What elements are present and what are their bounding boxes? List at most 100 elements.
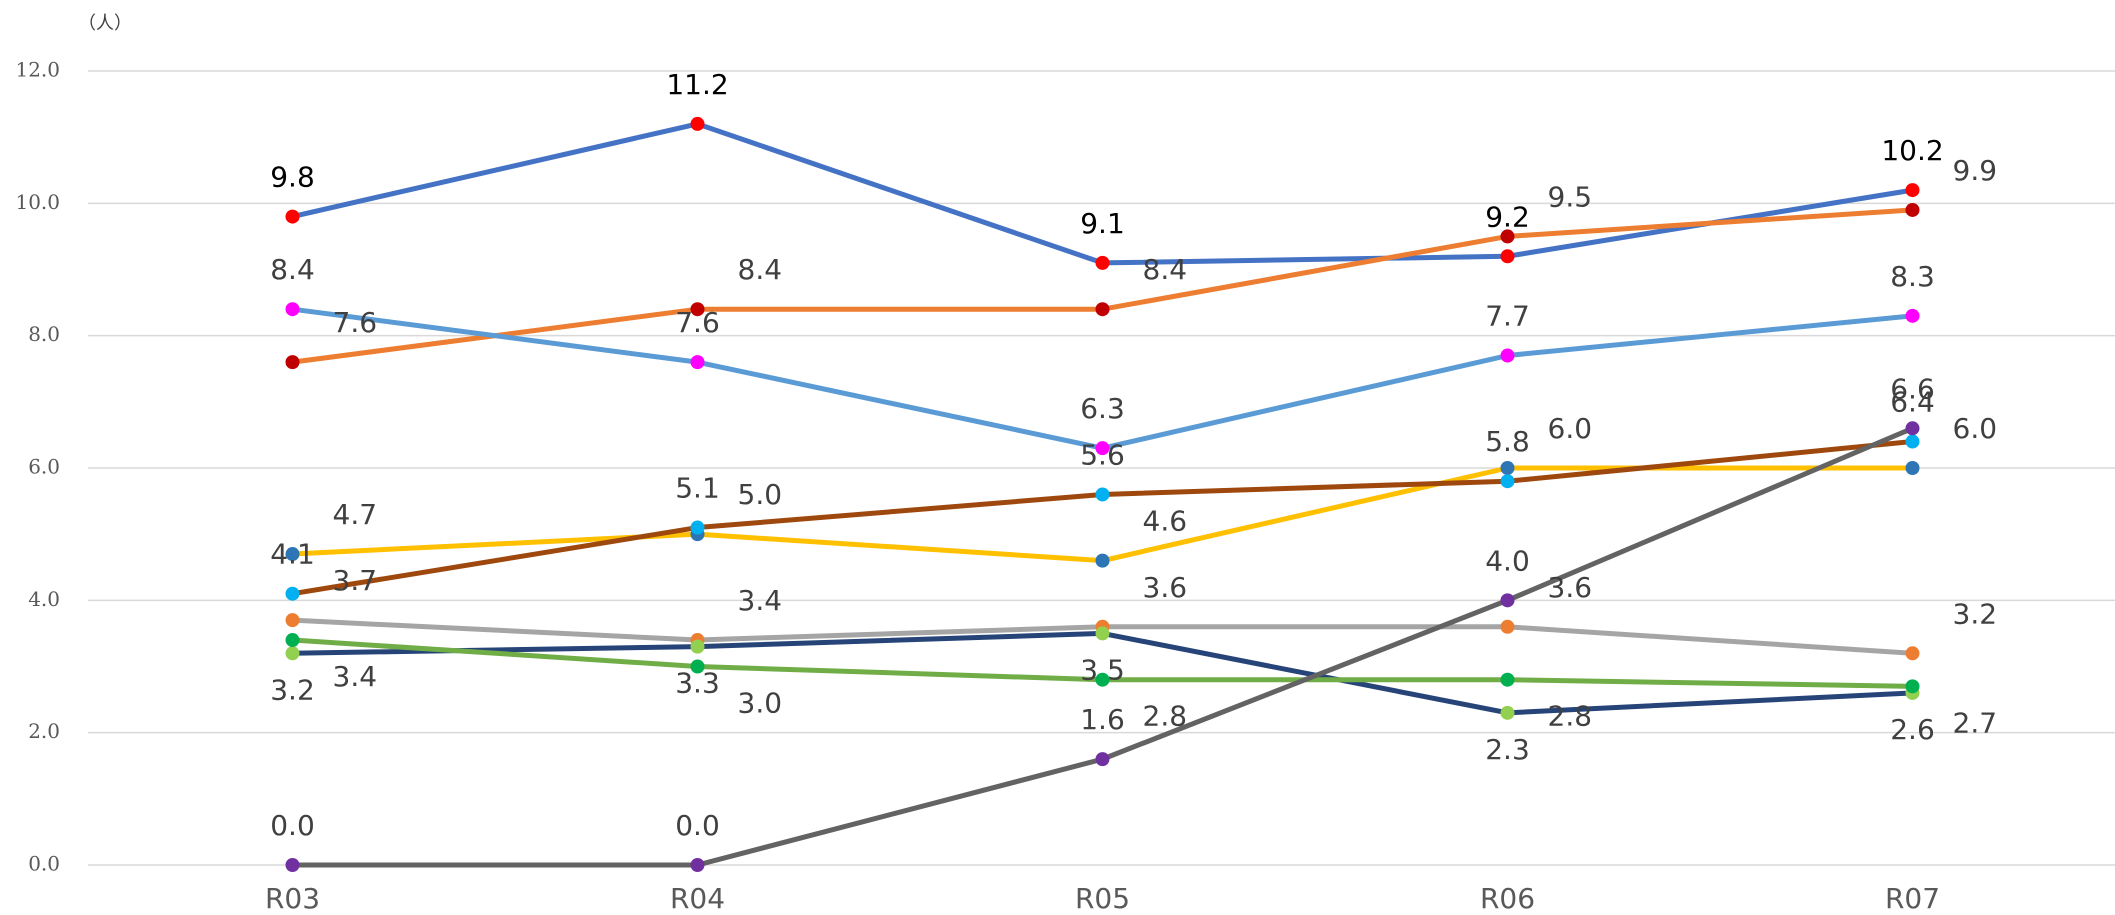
y-axis-label: （人）: [78, 13, 132, 34]
data-label: 8.4: [270, 253, 315, 286]
series-line: [292, 465, 1913, 564]
data-point: [690, 520, 705, 535]
data-label: 5.6: [1080, 438, 1125, 471]
data-label: 3.7: [333, 564, 378, 597]
data-point: [1500, 474, 1515, 489]
data-label: 0.0: [270, 809, 315, 842]
data-point: [1500, 348, 1515, 363]
data-label: 1.6: [1080, 703, 1125, 736]
data-label: 2.7: [1953, 706, 1998, 739]
data-label: 8.3: [1890, 260, 1935, 293]
data-point: [1500, 229, 1515, 244]
data-label: 8.4: [738, 253, 783, 286]
x-tick-label: R03: [265, 882, 320, 915]
x-tick-label: R06: [1480, 882, 1535, 915]
data-label: 6.4: [1890, 386, 1935, 419]
data-label: 2.3: [1485, 733, 1530, 766]
data-point: [1500, 672, 1515, 687]
data-point: [285, 613, 300, 628]
data-label: 4.1: [270, 538, 315, 571]
data-label: 3.0: [738, 687, 783, 720]
data-label: 3.4: [738, 584, 783, 617]
data-label: 5.1: [675, 472, 720, 505]
data-label: 9.5: [1548, 180, 1593, 213]
data-label: 9.1: [1080, 207, 1125, 240]
data-label: 3.6: [1143, 571, 1188, 604]
data-point: [1500, 705, 1515, 720]
data-point: [1905, 202, 1920, 217]
data-point: [285, 633, 300, 648]
data-label: 3.4: [333, 660, 378, 693]
data-point: [690, 302, 705, 317]
data-label: 2.8: [1143, 700, 1188, 733]
data-label: 4.6: [1143, 505, 1188, 538]
data-point: [1095, 302, 1110, 317]
x-tick-label: R04: [670, 882, 725, 915]
data-label: 10.2: [1881, 134, 1943, 167]
data-label: 2.8: [1548, 700, 1593, 733]
data-point: [1905, 434, 1920, 449]
data-point: [285, 355, 300, 370]
data-point: [285, 547, 300, 562]
data-label: 8.4: [1143, 253, 1188, 286]
data-point: [1905, 183, 1920, 198]
data-point: [690, 116, 705, 131]
data-label: 5.0: [738, 478, 783, 511]
data-point: [285, 646, 300, 661]
y-tick-label: 12.0: [15, 58, 60, 82]
data-label: 9.8: [270, 161, 315, 194]
data-point: [285, 302, 300, 317]
y-tick-label: 2.0: [28, 719, 60, 743]
data-label: 4.0: [1485, 544, 1530, 577]
data-point: [1500, 249, 1515, 264]
data-label: 7.6: [333, 306, 378, 339]
data-label: 7.7: [1485, 300, 1530, 333]
data-point: [1095, 752, 1110, 767]
data-label: 3.2: [270, 673, 315, 706]
data-point: [1500, 619, 1515, 634]
data-label: 6.3: [1080, 392, 1125, 425]
data-point: [285, 858, 300, 872]
data-point: [1905, 679, 1920, 694]
data-point: [1095, 553, 1110, 568]
data-label: 7.6: [675, 306, 720, 339]
data-label: 0.0: [675, 809, 720, 842]
data-point: [1500, 593, 1515, 608]
x-tick-label: R07: [1885, 882, 1940, 915]
y-tick-label: 0.0: [28, 852, 60, 876]
data-label: 2.6: [1890, 713, 1935, 746]
data-point: [285, 209, 300, 224]
data-point: [1095, 255, 1110, 270]
data-point: [690, 659, 705, 674]
data-label: 9.2: [1485, 200, 1530, 233]
data-label: 6.6: [1890, 372, 1935, 405]
data-label: 6.0: [1548, 412, 1593, 445]
data-point: [1095, 441, 1110, 456]
data-point: [690, 355, 705, 370]
data-label: 11.2: [666, 68, 728, 101]
data-point: [1905, 646, 1920, 661]
y-tick-label: 6.0: [28, 455, 60, 479]
data-point: [1095, 672, 1110, 687]
data-point: [690, 858, 705, 872]
data-point: [1095, 487, 1110, 502]
data-point: [1905, 461, 1920, 475]
data-label: 3.6: [1548, 571, 1593, 604]
data-label: 4.7: [333, 498, 378, 531]
data-point: [690, 639, 705, 654]
data-label: 3.2: [1953, 597, 1998, 630]
data-point: [1500, 461, 1515, 475]
y-tick-label: 10.0: [15, 190, 60, 214]
y-tick-label: 8.0: [28, 322, 60, 346]
data-label: 9.9: [1953, 154, 1998, 187]
series-line: [291, 121, 1913, 266]
data-point: [1905, 421, 1920, 436]
data-point: [1095, 626, 1110, 641]
y-tick-label: 4.0: [28, 587, 60, 611]
x-tick-label: R05: [1075, 882, 1130, 915]
data-point: [1905, 308, 1920, 323]
data-point: [285, 586, 300, 601]
data-label: 5.8: [1485, 425, 1530, 458]
data-label: 6.0: [1953, 412, 1998, 445]
